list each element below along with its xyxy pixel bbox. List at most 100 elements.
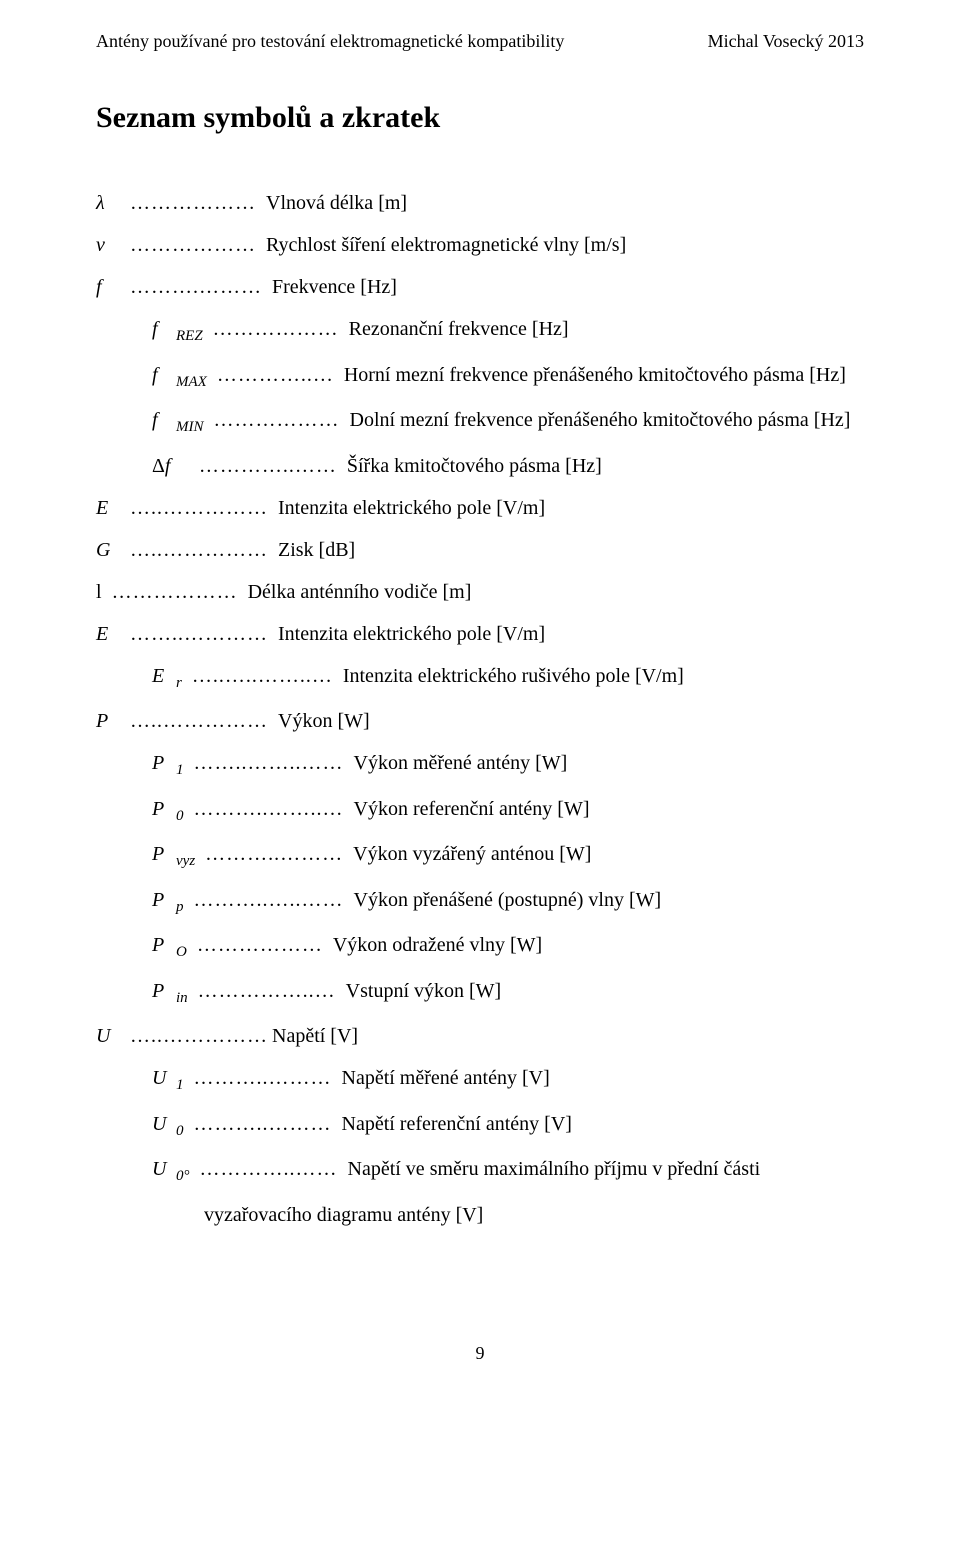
dots: ……………… — [203, 318, 349, 340]
symbol-description: Vlnová délka [m] — [266, 192, 407, 214]
symbol-description: Horní mezní frekvence přenášeného kmitoč… — [344, 364, 846, 386]
symbol-line: Pin ……………..… Vstupní výkon [W] — [96, 976, 864, 1010]
symbol-description: Šířka kmitočtového pásma [Hz] — [347, 455, 602, 477]
symbol: P — [96, 710, 120, 732]
symbol: U0 — [152, 1113, 184, 1135]
symbol: Pvyz — [152, 843, 195, 865]
symbol-line: Pp ………..…..…… Výkon přenášené (postupné)… — [96, 885, 864, 919]
symbol-line: fREZ ……………… Rezonanční frekvence [Hz] — [96, 314, 864, 348]
symbol-list: λ ……………… Vlnová délka [m] v ……………… Rychlo… — [96, 188, 864, 1230]
symbol: U0° — [152, 1158, 190, 1180]
dots: ……………… — [120, 234, 266, 256]
document-page: Antény používané pro testování elektroma… — [0, 0, 960, 1427]
symbol-description: Napětí referenční antény [V] — [342, 1113, 572, 1135]
dots: ……………… — [187, 934, 333, 956]
dots: ………..……… — [184, 1113, 342, 1135]
symbol-description: Vstupní výkon [W] — [346, 980, 502, 1002]
dots: ……….……… — [120, 276, 272, 298]
symbol-line: G …..…………… Zisk [dB] — [96, 535, 864, 565]
symbol-line: E ……..………… Intenzita elektrického pole [… — [96, 619, 864, 649]
symbol: Δf — [152, 455, 189, 477]
symbol-line: λ ……………… Vlnová délka [m] — [96, 188, 864, 218]
symbol-description: Dolní mezní frekvence přenášeného kmitoč… — [350, 409, 851, 431]
symbol-description: Výkon odražené vlny [W] — [333, 934, 542, 956]
dots: …………..…… — [189, 455, 347, 477]
dots: ……………… — [102, 581, 248, 603]
dots: …..…………… — [120, 497, 278, 519]
symbol-line: P …..…………… Výkon [W] — [96, 706, 864, 736]
dots: ………..……..… — [184, 798, 354, 820]
header-left: Antény používané pro testování elektroma… — [96, 28, 564, 55]
symbol: Pp — [152, 889, 184, 911]
symbol: l — [96, 581, 102, 603]
dots: ………..…..…… — [184, 889, 354, 911]
symbol-description: Napětí měřené antény [V] — [342, 1067, 550, 1089]
symbol-line: P0 ………..……..… Výkon referenční antény [W… — [96, 794, 864, 828]
symbol-line: Pvyz ………..……… Výkon vyzářený anténou [W] — [96, 839, 864, 873]
dots: ……………… — [120, 192, 266, 214]
dots: …..…………… — [120, 1025, 272, 1047]
symbol-line: fMAX …………..… Horní mezní frekvence přená… — [96, 360, 864, 394]
symbol-line: U …..……………Napětí [V] — [96, 1021, 864, 1051]
symbol-description: Rezonanční frekvence [Hz] — [349, 318, 569, 340]
dots: …..…..……..… — [182, 665, 343, 687]
symbol-line: U0 ………..……… Napětí referenční antény [V] — [96, 1109, 864, 1143]
symbol-description: Výkon referenční antény [W] — [354, 798, 590, 820]
symbol: fMAX — [152, 364, 207, 386]
symbol-description: Intenzita elektrického pole [V/m] — [278, 623, 545, 645]
dots: …………..…… — [190, 1158, 348, 1180]
symbol-description: Výkon [W] — [278, 710, 370, 732]
page-title: Seznam symbolů a zkratek — [96, 95, 864, 140]
symbol: U1 — [152, 1067, 184, 1089]
symbol-line: f ……….……… Frekvence [Hz] — [96, 272, 864, 302]
symbol: U — [96, 1025, 120, 1047]
header-right: Michal Vosecký 2013 — [708, 28, 864, 55]
symbol: G — [96, 539, 120, 561]
symbol-description: Rychlost šíření elektromagnetické vlny [… — [266, 234, 626, 256]
symbol-line: l ……………… Délka anténního vodiče [m] — [96, 577, 864, 607]
symbol: λ — [96, 192, 120, 214]
symbol: f — [96, 276, 120, 298]
dots: ………..……… — [195, 843, 353, 865]
symbol: P1 — [152, 752, 184, 774]
symbol-description: Intenzita elektrického pole [V/m] — [278, 497, 545, 519]
symbol-line: E …..…………… Intenzita elektrického pole [… — [96, 493, 864, 523]
symbol: P0 — [152, 798, 184, 820]
symbol-line: Er …..…..……..… Intenzita elektrického ru… — [96, 661, 864, 695]
symbol-line: v ……………… Rychlost šíření elektromagnetic… — [96, 230, 864, 260]
symbol-line: fMIN ……………… Dolní mezní frekvence přenáš… — [96, 405, 864, 439]
symbol-line: vyzařovacího diagramu antény [V] — [96, 1200, 864, 1230]
page-number: 9 — [96, 1340, 864, 1367]
symbol-line: Δf …………..…… Šířka kmitočtového pásma [Hz… — [96, 451, 864, 481]
symbol: PO — [152, 934, 187, 956]
symbol-line: P1 ……..……..…… Výkon měřené antény [W] — [96, 748, 864, 782]
dots: ……..……..…… — [184, 752, 354, 774]
symbol: E — [96, 497, 120, 519]
symbol-description: Výkon vyzářený anténou [W] — [353, 843, 591, 865]
page-header: Antény používané pro testování elektroma… — [96, 28, 864, 55]
symbol-description: Zisk [dB] — [278, 539, 355, 561]
symbol-description: Výkon přenášené (postupné) vlny [W] — [354, 889, 662, 911]
dots: …..…………… — [120, 539, 278, 561]
symbol: fREZ — [152, 318, 203, 340]
symbol-line: U1 ………..……… Napětí měřené antény [V] — [96, 1063, 864, 1097]
dots: ……..………… — [120, 623, 278, 645]
symbol-description: Intenzita elektrického rušivého pole [V/… — [343, 665, 684, 687]
symbol-line: PO ……………… Výkon odražené vlny [W] — [96, 930, 864, 964]
symbol: Pin — [152, 980, 188, 1002]
symbol: E — [96, 623, 120, 645]
symbol-description: Výkon měřené antény [W] — [354, 752, 568, 774]
symbol-description: Frekvence [Hz] — [272, 276, 397, 298]
dots: ……………..… — [188, 980, 346, 1002]
dots: …………..… — [207, 364, 344, 386]
symbol-description: vyzařovacího diagramu antény [V] — [204, 1204, 483, 1226]
symbol-description: Délka anténního vodiče [m] — [248, 581, 472, 603]
symbol-line: U0° …………..…… Napětí ve směru maximálního… — [96, 1154, 864, 1188]
symbol-description: Napětí [V] — [272, 1025, 358, 1047]
symbol: v — [96, 234, 120, 256]
dots: ……………… — [204, 409, 350, 431]
symbol: Er — [152, 665, 182, 687]
dots: …..…………… — [120, 710, 278, 732]
symbol-description: Napětí ve směru maximálního příjmu v pře… — [348, 1158, 761, 1180]
dots: ………..……… — [184, 1067, 342, 1089]
